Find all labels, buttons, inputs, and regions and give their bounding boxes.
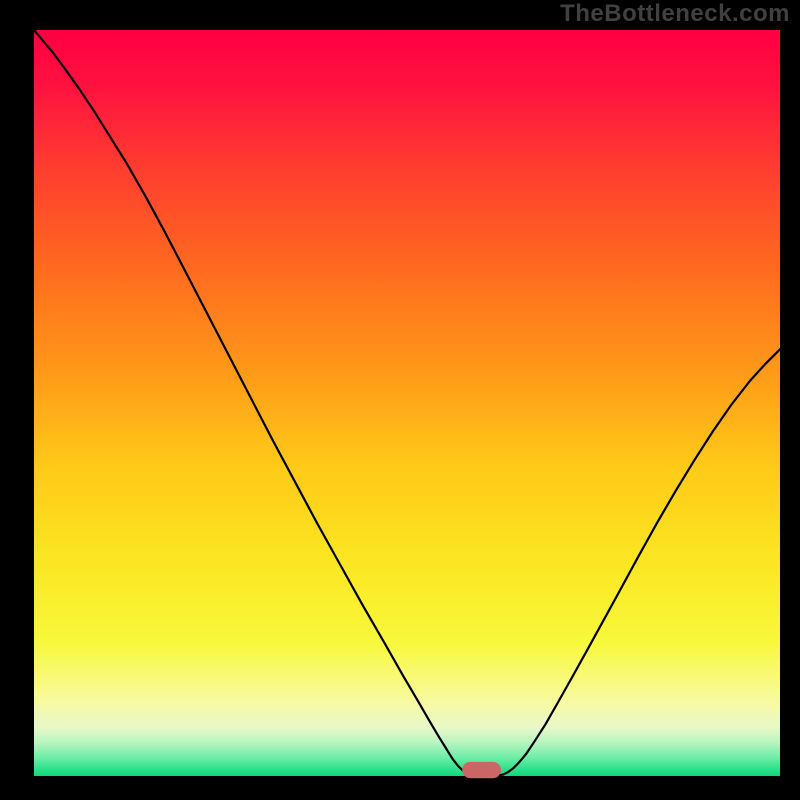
- gradient-curve-chart: [0, 0, 800, 800]
- watermark-label: TheBottleneck.com: [560, 0, 790, 28]
- chart-stage: TheBottleneck.com: [0, 0, 800, 800]
- minimum-marker: [462, 762, 501, 778]
- plot-background: [34, 30, 780, 776]
